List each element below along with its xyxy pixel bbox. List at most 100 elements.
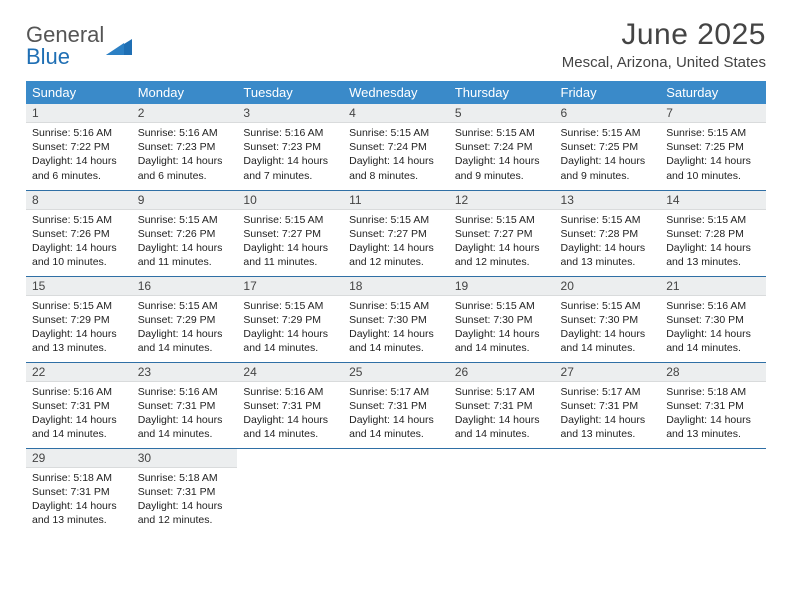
day-details: Sunrise: 5:15 AMSunset: 7:28 PMDaylight:…: [555, 210, 661, 274]
day-details: Sunrise: 5:15 AMSunset: 7:29 PMDaylight:…: [237, 296, 343, 360]
logo: General Blue: [26, 18, 132, 68]
day-details: Sunrise: 5:15 AMSunset: 7:26 PMDaylight:…: [26, 210, 132, 274]
day-cell: 2Sunrise: 5:16 AMSunset: 7:23 PMDaylight…: [132, 104, 238, 190]
day-number: 7: [660, 104, 766, 123]
col-tuesday: Tuesday: [237, 81, 343, 104]
day-number: 17: [237, 277, 343, 296]
day-details: Sunrise: 5:18 AMSunset: 7:31 PMDaylight:…: [132, 468, 238, 532]
day-number: 5: [449, 104, 555, 123]
col-friday: Friday: [555, 81, 661, 104]
day-number: 16: [132, 277, 238, 296]
location-subtitle: Mescal, Arizona, United States: [562, 54, 766, 71]
day-cell: 22Sunrise: 5:16 AMSunset: 7:31 PMDayligh…: [26, 362, 132, 448]
day-number: 9: [132, 191, 238, 210]
day-number: 18: [343, 277, 449, 296]
day-cell: 1Sunrise: 5:16 AMSunset: 7:22 PMDaylight…: [26, 104, 132, 190]
day-number: 4: [343, 104, 449, 123]
day-cell: [555, 448, 661, 534]
day-number: 2: [132, 104, 238, 123]
day-cell: [660, 448, 766, 534]
day-cell: 20Sunrise: 5:15 AMSunset: 7:30 PMDayligh…: [555, 276, 661, 362]
day-details: Sunrise: 5:15 AMSunset: 7:27 PMDaylight:…: [237, 210, 343, 274]
day-details: Sunrise: 5:15 AMSunset: 7:24 PMDaylight:…: [449, 123, 555, 187]
day-number: 26: [449, 363, 555, 382]
day-number: 30: [132, 449, 238, 468]
day-cell: 19Sunrise: 5:15 AMSunset: 7:30 PMDayligh…: [449, 276, 555, 362]
col-wednesday: Wednesday: [343, 81, 449, 104]
day-cell: [343, 448, 449, 534]
day-details: Sunrise: 5:15 AMSunset: 7:24 PMDaylight:…: [343, 123, 449, 187]
day-cell: 5Sunrise: 5:15 AMSunset: 7:24 PMDaylight…: [449, 104, 555, 190]
day-cell: 16Sunrise: 5:15 AMSunset: 7:29 PMDayligh…: [132, 276, 238, 362]
day-details: Sunrise: 5:16 AMSunset: 7:30 PMDaylight:…: [660, 296, 766, 360]
day-cell: 14Sunrise: 5:15 AMSunset: 7:28 PMDayligh…: [660, 190, 766, 276]
day-details: Sunrise: 5:18 AMSunset: 7:31 PMDaylight:…: [660, 382, 766, 446]
week-row: 22Sunrise: 5:16 AMSunset: 7:31 PMDayligh…: [26, 362, 766, 448]
day-cell: 8Sunrise: 5:15 AMSunset: 7:26 PMDaylight…: [26, 190, 132, 276]
week-row: 29Sunrise: 5:18 AMSunset: 7:31 PMDayligh…: [26, 448, 766, 534]
logo-triangle-icon: [106, 37, 132, 55]
col-thursday: Thursday: [449, 81, 555, 104]
day-number: 28: [660, 363, 766, 382]
logo-text: General Blue: [26, 24, 104, 68]
day-cell: 30Sunrise: 5:18 AMSunset: 7:31 PMDayligh…: [132, 448, 238, 534]
day-cell: 28Sunrise: 5:18 AMSunset: 7:31 PMDayligh…: [660, 362, 766, 448]
day-number: 3: [237, 104, 343, 123]
day-details: Sunrise: 5:16 AMSunset: 7:31 PMDaylight:…: [237, 382, 343, 446]
day-cell: 9Sunrise: 5:15 AMSunset: 7:26 PMDaylight…: [132, 190, 238, 276]
col-sunday: Sunday: [26, 81, 132, 104]
logo-word2: Blue: [26, 44, 70, 69]
day-details: Sunrise: 5:18 AMSunset: 7:31 PMDaylight:…: [26, 468, 132, 532]
day-details: Sunrise: 5:15 AMSunset: 7:30 PMDaylight:…: [555, 296, 661, 360]
day-cell: 3Sunrise: 5:16 AMSunset: 7:23 PMDaylight…: [237, 104, 343, 190]
day-details: Sunrise: 5:15 AMSunset: 7:28 PMDaylight:…: [660, 210, 766, 274]
day-cell: 13Sunrise: 5:15 AMSunset: 7:28 PMDayligh…: [555, 190, 661, 276]
day-header-row: Sunday Monday Tuesday Wednesday Thursday…: [26, 81, 766, 104]
day-details: Sunrise: 5:17 AMSunset: 7:31 PMDaylight:…: [555, 382, 661, 446]
col-monday: Monday: [132, 81, 238, 104]
day-cell: 15Sunrise: 5:15 AMSunset: 7:29 PMDayligh…: [26, 276, 132, 362]
week-row: 8Sunrise: 5:15 AMSunset: 7:26 PMDaylight…: [26, 190, 766, 276]
day-number: 13: [555, 191, 661, 210]
day-cell: 4Sunrise: 5:15 AMSunset: 7:24 PMDaylight…: [343, 104, 449, 190]
title-block: June 2025 Mescal, Arizona, United States: [562, 18, 766, 71]
day-number: 1: [26, 104, 132, 123]
day-details: Sunrise: 5:15 AMSunset: 7:27 PMDaylight:…: [343, 210, 449, 274]
day-number: 21: [660, 277, 766, 296]
day-cell: 23Sunrise: 5:16 AMSunset: 7:31 PMDayligh…: [132, 362, 238, 448]
day-details: Sunrise: 5:15 AMSunset: 7:25 PMDaylight:…: [660, 123, 766, 187]
day-details: Sunrise: 5:17 AMSunset: 7:31 PMDaylight:…: [449, 382, 555, 446]
day-cell: 6Sunrise: 5:15 AMSunset: 7:25 PMDaylight…: [555, 104, 661, 190]
col-saturday: Saturday: [660, 81, 766, 104]
day-number: 14: [660, 191, 766, 210]
day-number: 6: [555, 104, 661, 123]
day-cell: 7Sunrise: 5:15 AMSunset: 7:25 PMDaylight…: [660, 104, 766, 190]
day-number: 23: [132, 363, 238, 382]
day-details: Sunrise: 5:16 AMSunset: 7:31 PMDaylight:…: [132, 382, 238, 446]
day-number: 25: [343, 363, 449, 382]
day-cell: 10Sunrise: 5:15 AMSunset: 7:27 PMDayligh…: [237, 190, 343, 276]
header: General Blue June 2025 Mescal, Arizona, …: [26, 18, 766, 71]
day-number: 15: [26, 277, 132, 296]
day-cell: 29Sunrise: 5:18 AMSunset: 7:31 PMDayligh…: [26, 448, 132, 534]
day-cell: 26Sunrise: 5:17 AMSunset: 7:31 PMDayligh…: [449, 362, 555, 448]
day-number: 8: [26, 191, 132, 210]
day-number: 27: [555, 363, 661, 382]
day-number: 22: [26, 363, 132, 382]
day-cell: 27Sunrise: 5:17 AMSunset: 7:31 PMDayligh…: [555, 362, 661, 448]
day-details: Sunrise: 5:15 AMSunset: 7:25 PMDaylight:…: [555, 123, 661, 187]
day-details: Sunrise: 5:17 AMSunset: 7:31 PMDaylight:…: [343, 382, 449, 446]
day-details: Sunrise: 5:16 AMSunset: 7:31 PMDaylight:…: [26, 382, 132, 446]
day-number: 12: [449, 191, 555, 210]
week-row: 1Sunrise: 5:16 AMSunset: 7:22 PMDaylight…: [26, 104, 766, 190]
day-cell: 24Sunrise: 5:16 AMSunset: 7:31 PMDayligh…: [237, 362, 343, 448]
day-cell: 11Sunrise: 5:15 AMSunset: 7:27 PMDayligh…: [343, 190, 449, 276]
day-details: Sunrise: 5:15 AMSunset: 7:29 PMDaylight:…: [26, 296, 132, 360]
calendar-table: Sunday Monday Tuesday Wednesday Thursday…: [26, 81, 766, 534]
day-details: Sunrise: 5:15 AMSunset: 7:27 PMDaylight:…: [449, 210, 555, 274]
day-number: 20: [555, 277, 661, 296]
day-number: 29: [26, 449, 132, 468]
week-row: 15Sunrise: 5:15 AMSunset: 7:29 PMDayligh…: [26, 276, 766, 362]
day-cell: [449, 448, 555, 534]
day-cell: 12Sunrise: 5:15 AMSunset: 7:27 PMDayligh…: [449, 190, 555, 276]
